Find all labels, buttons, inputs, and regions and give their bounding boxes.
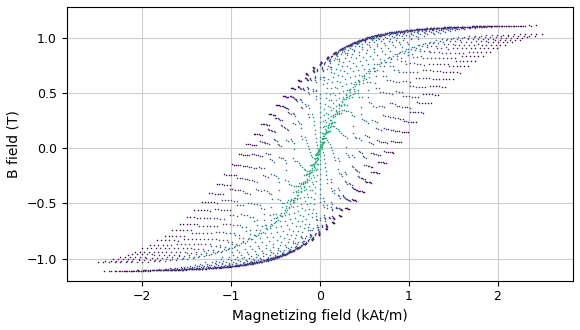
Y-axis label: B field (T): B field (T) [7, 110, 21, 178]
X-axis label: Magnetizing field (kAt/m): Magnetizing field (kAt/m) [232, 309, 408, 323]
